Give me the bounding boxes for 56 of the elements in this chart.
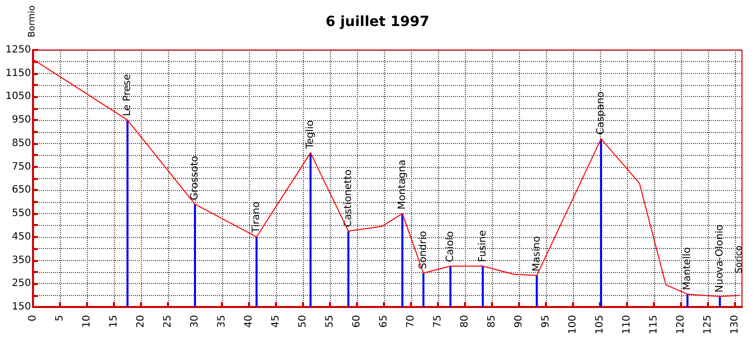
data-label: Teglio bbox=[305, 120, 316, 150]
x-tick-label: 60 bbox=[351, 315, 362, 328]
data-label: Caspano bbox=[596, 92, 607, 135]
y-tick-label: 450 bbox=[12, 231, 31, 242]
x-tick-label: 110 bbox=[621, 315, 632, 334]
data-label: Nuova-Olonio bbox=[714, 224, 726, 292]
x-tick-label: 90 bbox=[513, 315, 524, 328]
y-tick-label: 750 bbox=[12, 161, 31, 172]
x-tick-label: 35 bbox=[216, 315, 228, 328]
x-tick-label: 85 bbox=[486, 315, 498, 328]
x-tick-label: 20 bbox=[135, 315, 146, 328]
data-label: Grossoto bbox=[189, 156, 200, 200]
data-label: Masino bbox=[531, 236, 542, 272]
x-tick-label: 80 bbox=[459, 315, 470, 328]
x-tick-label: 105 bbox=[594, 315, 606, 334]
x-tick-label: 25 bbox=[162, 315, 174, 328]
y-tick-label: 1150 bbox=[6, 68, 31, 79]
data-label: Caiolo bbox=[444, 231, 456, 262]
x-tick-label: 50 bbox=[297, 315, 308, 328]
y-tick-label: 1050 bbox=[6, 91, 31, 102]
annotation: Bormio bbox=[28, 4, 38, 38]
line-series bbox=[32, 58, 740, 297]
x-tick-label: 65 bbox=[378, 315, 390, 328]
y-tick-label: 250 bbox=[12, 278, 31, 290]
x-tick-label: 125 bbox=[702, 315, 714, 334]
x-tick-label: 45 bbox=[270, 315, 282, 328]
x-tick-label: 5 bbox=[54, 315, 66, 322]
data-label: Tirano bbox=[251, 202, 262, 234]
data-label: Mantello bbox=[682, 247, 693, 290]
data-label: Fusine bbox=[477, 230, 488, 262]
y-tick-label: 650 bbox=[12, 184, 31, 196]
y-tick-label: 550 bbox=[12, 208, 31, 220]
x-tick-label: 100 bbox=[567, 315, 578, 334]
y-tick-label: 350 bbox=[12, 254, 31, 266]
x-tick-label: 10 bbox=[82, 315, 92, 328]
x-tick-label: 0 bbox=[28, 315, 38, 322]
x-tick-label: 70 bbox=[405, 315, 416, 328]
data-label: Le Prese bbox=[122, 74, 133, 116]
x-tick-label: 95 bbox=[540, 315, 552, 328]
y-tick-label: 1250 bbox=[6, 44, 31, 56]
data-label: Sondrio bbox=[418, 230, 429, 270]
x-tick-label: 130 bbox=[729, 315, 740, 334]
x-tick-label: 15 bbox=[108, 315, 120, 328]
x-tick-label: 115 bbox=[648, 315, 660, 334]
data-label: Castionetto bbox=[342, 169, 354, 228]
x-tick-label: 30 bbox=[189, 315, 200, 328]
data-label: Montagna bbox=[396, 160, 408, 210]
x-tick-label: 75 bbox=[432, 315, 444, 328]
x-tick-label: 120 bbox=[675, 315, 686, 334]
y-tick-label: 850 bbox=[12, 138, 31, 149]
x-tick-label: 55 bbox=[324, 315, 336, 328]
x-tick-label: 40 bbox=[243, 315, 254, 328]
annotation: Sorico bbox=[734, 244, 744, 274]
y-tick-label: 150 bbox=[12, 302, 31, 312]
chart-title: 6 juillet 1997 bbox=[326, 14, 430, 30]
y-tick-label: 950 bbox=[12, 114, 31, 126]
